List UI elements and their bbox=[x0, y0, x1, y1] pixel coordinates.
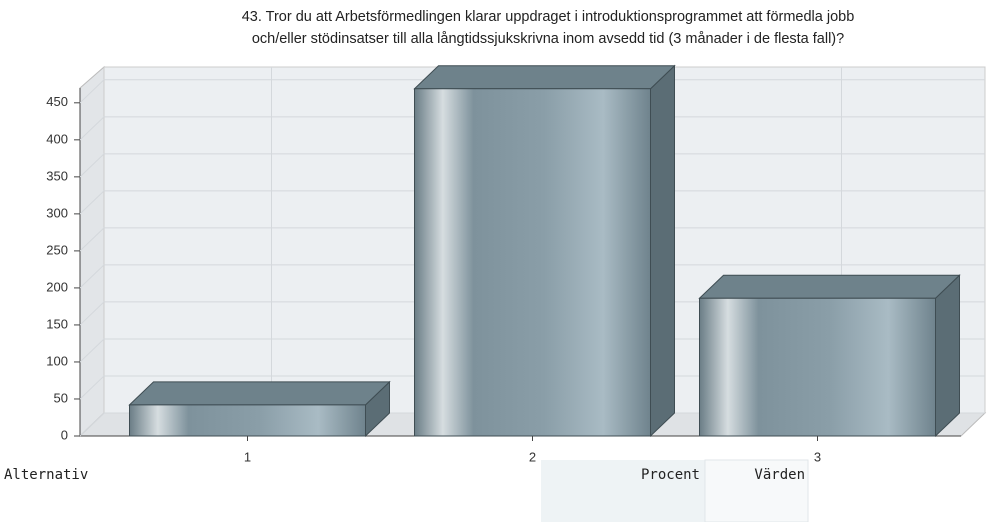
table-cell bbox=[704, 459, 809, 522]
y-tick-label: 50 bbox=[54, 390, 68, 405]
bars bbox=[128, 64, 961, 438]
y-tick-label: 200 bbox=[46, 279, 68, 294]
grid-line bbox=[79, 412, 985, 437]
bar bbox=[699, 297, 936, 437]
bar-side bbox=[935, 274, 960, 438]
grid-line bbox=[79, 190, 985, 215]
x-tick-label: 3 bbox=[814, 449, 821, 464]
table-cell bbox=[541, 460, 705, 522]
y-tick-label: 150 bbox=[46, 316, 68, 331]
y-tick-label: 350 bbox=[46, 168, 68, 183]
y-tick-label: 400 bbox=[46, 131, 68, 146]
bar-top bbox=[413, 65, 676, 90]
y-tick-label: 0 bbox=[61, 427, 68, 442]
x-tick-label: 2 bbox=[529, 449, 536, 464]
grid-line bbox=[79, 375, 985, 400]
chart-title: 43. Tror du att Arbetsförmedlingen klara… bbox=[242, 9, 855, 25]
bar-side bbox=[650, 64, 675, 438]
grid bbox=[79, 67, 985, 437]
y-tick-label: 450 bbox=[46, 94, 68, 109]
bar bbox=[129, 404, 366, 437]
grid-line bbox=[79, 116, 985, 141]
x-tick-label: 1 bbox=[244, 449, 251, 464]
grid-line bbox=[79, 301, 985, 326]
y-tick-label: 300 bbox=[46, 205, 68, 220]
y-tick-label: 250 bbox=[46, 242, 68, 257]
grid-line bbox=[79, 264, 985, 289]
bar bbox=[414, 88, 651, 437]
grid-line bbox=[79, 227, 985, 252]
grid-line bbox=[79, 338, 985, 363]
table-header: Procent bbox=[641, 467, 700, 483]
y-tick-label: 100 bbox=[46, 353, 68, 368]
grid-line bbox=[79, 79, 985, 104]
bar-top bbox=[698, 274, 961, 299]
labels: 0 50 100 150 200 250 300 350 400 450 1 2 3 bbox=[46, 94, 821, 464]
left-wall bbox=[79, 65, 105, 438]
table-header: Värden bbox=[754, 467, 805, 483]
grid-line bbox=[79, 153, 985, 178]
chart-title: och/eller stödinsatser till alla långtid… bbox=[252, 31, 844, 47]
bar-top bbox=[128, 381, 391, 406]
table-header: Alternativ bbox=[4, 467, 88, 483]
